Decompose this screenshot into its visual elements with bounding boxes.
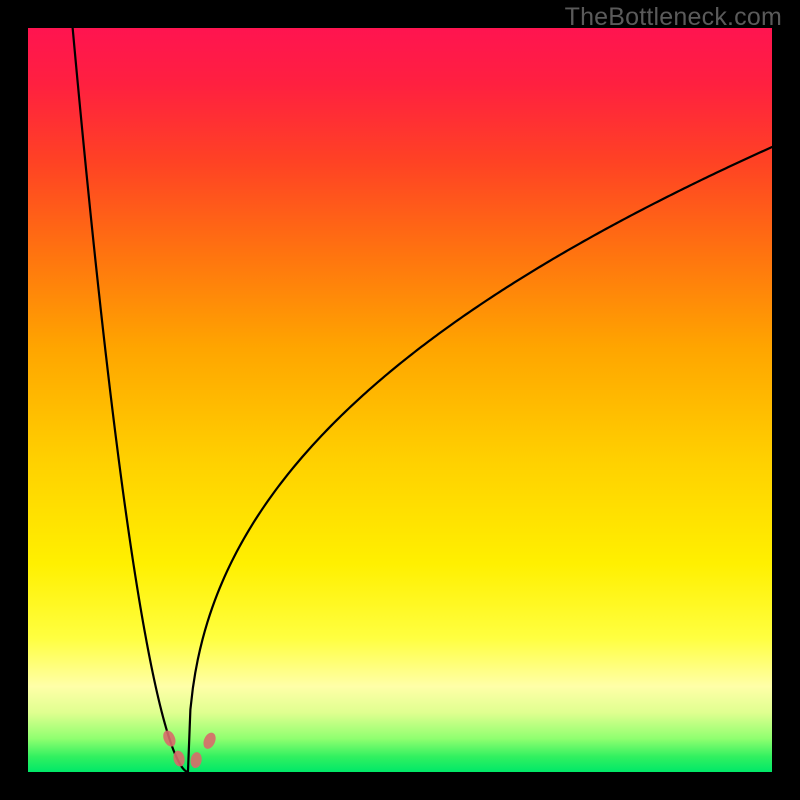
watermark-text: TheBottleneck.com (565, 3, 782, 32)
chart-wrap: TheBottleneck.com (0, 0, 800, 800)
bottleneck-chart (0, 0, 800, 800)
plot-background (28, 28, 772, 772)
